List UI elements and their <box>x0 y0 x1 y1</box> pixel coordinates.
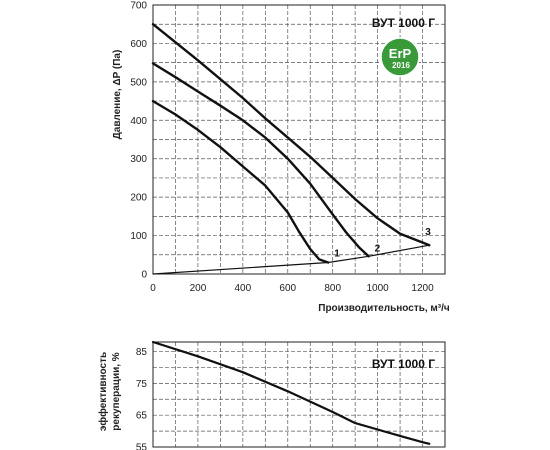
fan-curve-1-line <box>151 99 330 264</box>
x-tick-label: 800 <box>324 283 341 294</box>
y-tick-label: 400 <box>130 116 147 127</box>
x-tick-label: 200 <box>190 283 207 294</box>
y-tick-label: 500 <box>130 77 147 88</box>
pressure-plot-frame <box>152 4 446 275</box>
erp-badge-year: 2016 <box>392 61 410 70</box>
x-tick-label: 600 <box>279 283 296 294</box>
y-tick-label: 85 <box>136 347 148 358</box>
pressure-y-tick-labels: 0 100 200 300 400 500 600 700 <box>130 1 147 281</box>
series-label-1: 1 <box>334 248 340 259</box>
pressure-series-labels: 1 2 3 <box>334 227 431 259</box>
erp-badge-text: ErP <box>389 46 412 61</box>
pressure-chart: 0 200 400 600 800 1000 1200 0 100 200 300 400 500 60… <box>112 1 450 315</box>
series-label-2: 2 <box>375 243 381 254</box>
pressure-x-tick-labels: 0 200 400 600 800 1000 1200 <box>150 283 434 294</box>
efficiency-y-axis-label-line1: эффективность <box>97 352 109 431</box>
efficiency-plot-frame <box>152 341 446 448</box>
efficiency-grid <box>153 342 445 447</box>
erp-badge-circle <box>380 37 420 77</box>
efficiency-y-tick-labels: 55 65 75 85 <box>136 347 148 450</box>
x-tick-label: 400 <box>235 283 252 294</box>
efficiency-model-label: ВУТ 1000 Г <box>372 357 435 371</box>
system-curve-line <box>152 244 430 275</box>
efficiency-chart: 55 65 75 85 ВУТ 1000 Г эффективность рекупе… <box>97 340 446 450</box>
pressure-y-axis-label: Давление, ΔP (Па) <box>112 50 123 140</box>
series-label-3: 3 <box>425 227 431 238</box>
pressure-model-label: ВУТ 1000 Г <box>372 16 435 30</box>
efficiency-y-axis-label-line2: рекуперации, % <box>111 352 122 431</box>
y-tick-label: 0 <box>141 270 147 281</box>
efficiency-series-lines <box>151 340 431 445</box>
y-tick-label: 100 <box>130 231 147 242</box>
x-tick-label: 1000 <box>366 283 389 294</box>
pressure-x-axis-label: Производительность, м³/ч <box>318 303 450 314</box>
pressure-series-lines <box>151 23 431 275</box>
fan-curve-2-line <box>151 62 370 258</box>
y-tick-label: 65 <box>136 411 148 422</box>
efficiency-curve-line <box>151 340 431 445</box>
y-tick-label: 700 <box>130 1 147 12</box>
y-tick-label: 200 <box>130 193 147 204</box>
fan-curve-3-line <box>151 23 431 247</box>
x-tick-label: 0 <box>150 283 156 294</box>
y-tick-label: 600 <box>130 39 147 50</box>
y-tick-label: 75 <box>136 379 148 390</box>
x-tick-label: 1200 <box>411 283 434 294</box>
y-tick-label: 55 <box>136 443 148 450</box>
y-tick-label: 300 <box>130 154 147 165</box>
erp-2016-badge-icon: ErP 2016 <box>380 37 420 77</box>
